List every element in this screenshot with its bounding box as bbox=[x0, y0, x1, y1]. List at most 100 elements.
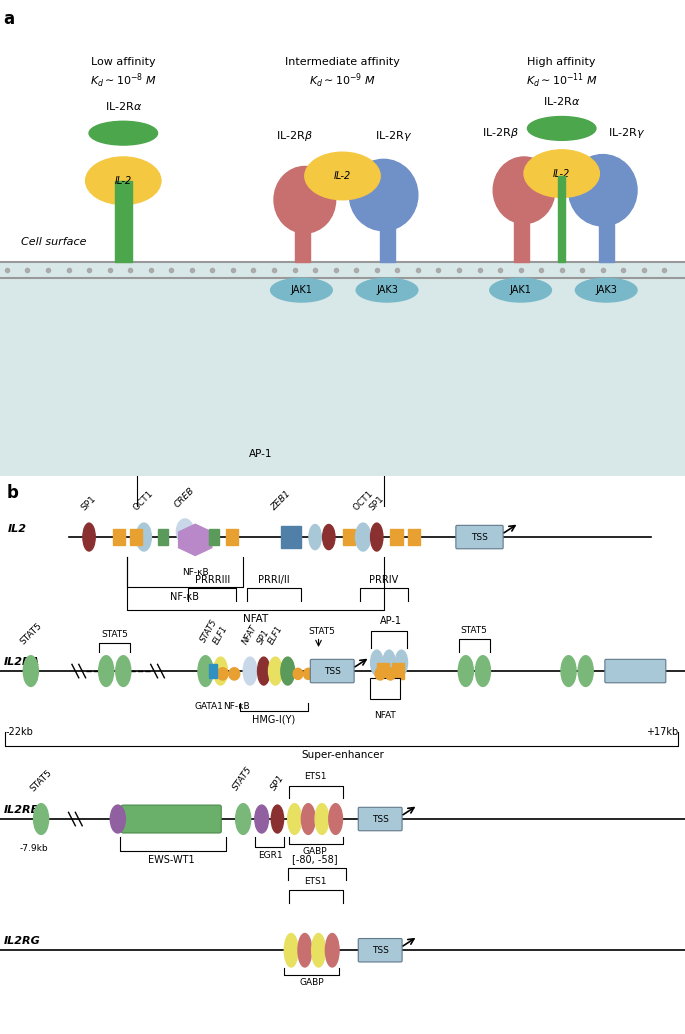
Text: IL2RA: IL2RA bbox=[3, 657, 40, 667]
Text: IL-2R$\beta$: IL-2R$\beta$ bbox=[482, 126, 519, 141]
Ellipse shape bbox=[99, 656, 114, 687]
Ellipse shape bbox=[177, 519, 194, 544]
Ellipse shape bbox=[271, 278, 332, 302]
Ellipse shape bbox=[475, 656, 490, 687]
Ellipse shape bbox=[288, 803, 301, 834]
Ellipse shape bbox=[395, 650, 408, 675]
Ellipse shape bbox=[293, 668, 303, 679]
Ellipse shape bbox=[329, 803, 342, 834]
Ellipse shape bbox=[527, 117, 596, 141]
Ellipse shape bbox=[284, 934, 298, 967]
Ellipse shape bbox=[375, 668, 385, 680]
Text: -22kb: -22kb bbox=[5, 727, 34, 737]
Text: Low affinity: Low affinity bbox=[91, 57, 155, 67]
Bar bbox=[392, 663, 404, 679]
Text: NFAT: NFAT bbox=[242, 614, 268, 625]
Ellipse shape bbox=[323, 524, 335, 550]
Text: ELF1: ELF1 bbox=[212, 624, 229, 646]
Ellipse shape bbox=[356, 523, 371, 551]
Ellipse shape bbox=[490, 278, 551, 302]
Text: Z-DNA: Z-DNA bbox=[155, 813, 187, 822]
Bar bbox=[115, 181, 132, 262]
Ellipse shape bbox=[371, 650, 383, 675]
Ellipse shape bbox=[271, 805, 284, 833]
Text: IL-2R$\beta$: IL-2R$\beta$ bbox=[276, 128, 313, 143]
Text: JAK1: JAK1 bbox=[290, 285, 312, 295]
FancyBboxPatch shape bbox=[605, 660, 666, 682]
FancyBboxPatch shape bbox=[358, 808, 402, 830]
Bar bbox=[113, 528, 125, 546]
Text: SP1: SP1 bbox=[256, 628, 271, 646]
Text: STAT5: STAT5 bbox=[199, 617, 219, 644]
Ellipse shape bbox=[229, 668, 240, 680]
Bar bbox=[209, 528, 219, 546]
Ellipse shape bbox=[575, 278, 637, 302]
Text: b: b bbox=[7, 484, 18, 503]
Text: Exon 2: Exon 2 bbox=[620, 667, 650, 675]
Ellipse shape bbox=[458, 656, 473, 687]
Ellipse shape bbox=[383, 650, 395, 675]
Text: TSS: TSS bbox=[471, 533, 488, 542]
Ellipse shape bbox=[349, 159, 418, 231]
Text: EGR1: EGR1 bbox=[258, 851, 283, 860]
Bar bbox=[226, 528, 238, 546]
Text: IL-2: IL-2 bbox=[553, 169, 571, 179]
Text: CREB: CREB bbox=[173, 486, 197, 509]
Ellipse shape bbox=[305, 152, 380, 200]
Text: STAT5: STAT5 bbox=[460, 626, 488, 635]
Text: JAK1: JAK1 bbox=[510, 285, 532, 295]
FancyBboxPatch shape bbox=[456, 525, 503, 549]
Bar bbox=[370, 677, 400, 699]
Bar bbox=[158, 528, 168, 546]
Text: OCT1: OCT1 bbox=[132, 488, 155, 512]
Ellipse shape bbox=[561, 656, 576, 687]
Bar bbox=[281, 526, 301, 548]
Text: IL-2R$\gamma$: IL-2R$\gamma$ bbox=[375, 128, 412, 143]
Text: Super-enhancer: Super-enhancer bbox=[301, 751, 384, 760]
Bar bbox=[0, 262, 685, 476]
Text: STAT5: STAT5 bbox=[308, 628, 336, 637]
Text: High affinity: High affinity bbox=[527, 57, 596, 67]
Text: NFAT: NFAT bbox=[241, 624, 259, 646]
Text: ETS1: ETS1 bbox=[304, 877, 326, 886]
Text: a: a bbox=[3, 9, 14, 28]
Ellipse shape bbox=[524, 150, 599, 197]
Ellipse shape bbox=[315, 803, 329, 834]
Bar bbox=[408, 528, 420, 546]
Text: GATA1: GATA1 bbox=[195, 702, 223, 710]
Text: GABP: GABP bbox=[303, 847, 327, 856]
Text: IL-2: IL-2 bbox=[334, 171, 351, 181]
Text: SP1: SP1 bbox=[80, 493, 98, 512]
Text: AP-1: AP-1 bbox=[379, 616, 401, 627]
Ellipse shape bbox=[34, 803, 49, 834]
Ellipse shape bbox=[23, 656, 38, 687]
Text: -7.9kb: -7.9kb bbox=[20, 844, 49, 853]
Text: HMG-I(Y): HMG-I(Y) bbox=[252, 714, 296, 725]
Text: ELF1: ELF1 bbox=[266, 624, 284, 646]
Ellipse shape bbox=[281, 658, 295, 685]
Ellipse shape bbox=[136, 523, 151, 551]
Text: PRRRIII: PRRRIII bbox=[195, 575, 230, 584]
Ellipse shape bbox=[89, 121, 158, 145]
Ellipse shape bbox=[301, 803, 315, 834]
Text: $K_d$$\sim$$10^{-8}$ M: $K_d$$\sim$$10^{-8}$ M bbox=[90, 71, 157, 90]
Text: TSS: TSS bbox=[324, 667, 340, 675]
Bar bbox=[599, 190, 614, 262]
Ellipse shape bbox=[385, 668, 396, 680]
Ellipse shape bbox=[493, 157, 555, 223]
Ellipse shape bbox=[309, 524, 321, 550]
Ellipse shape bbox=[236, 803, 251, 834]
Text: GABP: GABP bbox=[299, 978, 324, 987]
Text: TSS: TSS bbox=[372, 815, 388, 823]
Text: AP-1: AP-1 bbox=[249, 449, 272, 459]
Ellipse shape bbox=[214, 658, 227, 685]
Ellipse shape bbox=[198, 656, 213, 687]
Text: ZEB1: ZEB1 bbox=[269, 489, 292, 512]
Ellipse shape bbox=[578, 656, 593, 687]
Text: IL2RB: IL2RB bbox=[3, 804, 40, 815]
Text: $K_d$$\sim$$10^{-11}$ M: $K_d$$\sim$$10^{-11}$ M bbox=[525, 71, 598, 90]
FancyBboxPatch shape bbox=[310, 660, 354, 682]
Ellipse shape bbox=[269, 658, 282, 685]
Ellipse shape bbox=[303, 668, 313, 679]
Bar bbox=[209, 664, 217, 678]
